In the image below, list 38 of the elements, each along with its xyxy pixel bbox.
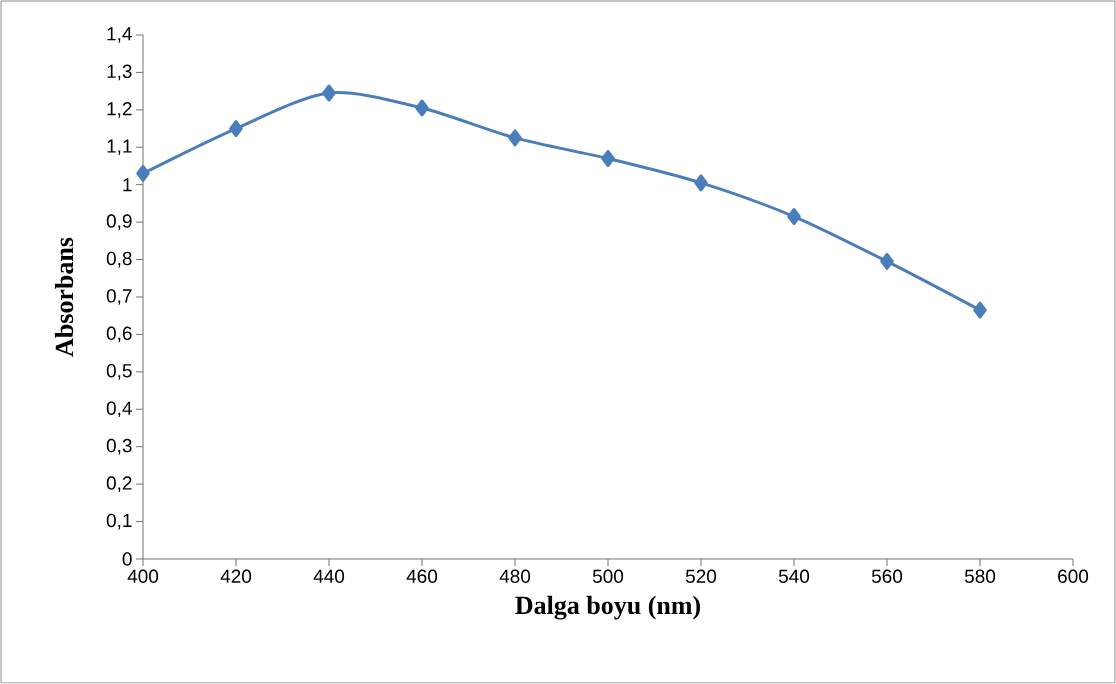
y-tick-label: 0,3: [106, 438, 132, 455]
x-tick-label: 520: [685, 569, 717, 583]
x-tick-label: 480: [499, 569, 531, 583]
y-tick-label: 1: [123, 178, 132, 192]
y-tick-label: 0,5: [106, 363, 132, 380]
y-tick-label: 0,2: [106, 476, 132, 492]
point: [787, 208, 801, 226]
point: [415, 99, 429, 117]
point: [973, 301, 987, 319]
point: [229, 120, 243, 138]
x-tick-label: 500: [592, 569, 624, 583]
point: [508, 129, 522, 147]
y-tick-label: 1,2: [107, 102, 132, 118]
y-tick-label: 0: [122, 552, 132, 566]
y-tick-label: 0,9: [106, 214, 132, 230]
y-tick-label: 1,1: [107, 139, 132, 156]
x-tick-label: 540: [778, 569, 810, 583]
y-tick-label: 0,1: [106, 513, 132, 530]
y-tick-label: 1,4: [107, 27, 132, 43]
y-tick-label: 1,3: [107, 64, 132, 81]
y-axis-title: Absorbans: [54, 237, 74, 357]
x-tick-label: 420: [220, 569, 252, 583]
x-tick-label: 580: [964, 569, 996, 583]
x-tick-label: 560: [871, 569, 903, 583]
x-tick-label: 460: [406, 569, 438, 583]
point: [322, 84, 336, 102]
point: [694, 174, 708, 192]
y-tick-label: 0,6: [106, 326, 132, 343]
point: [880, 252, 894, 270]
x-tick-label: 400: [127, 569, 159, 583]
y-tick-label: 0,4: [106, 401, 132, 418]
x-tick-label: 440: [313, 569, 345, 583]
point: [136, 164, 150, 182]
x-axis-title: Dalga boyu (nm): [515, 595, 700, 620]
y-tick-label: 0,8: [106, 251, 132, 268]
point: [601, 150, 615, 167]
x-tick-label: 600: [1058, 569, 1089, 583]
y-tick-label: 0,7: [106, 289, 132, 305]
